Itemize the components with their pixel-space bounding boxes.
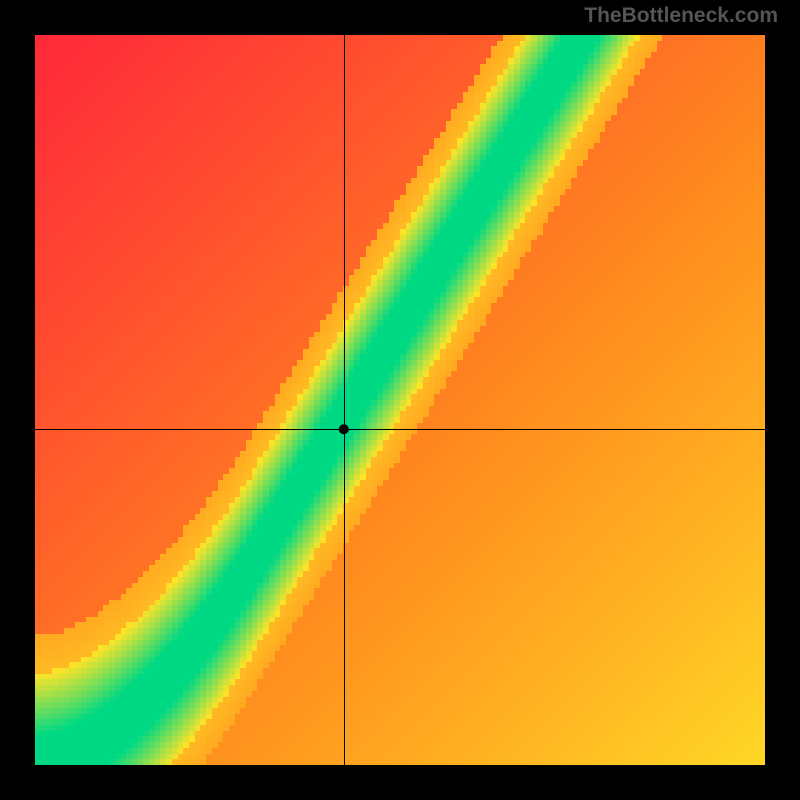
watermark-text: TheBottleneck.com <box>584 4 778 28</box>
bottleneck-heatmap <box>35 35 765 765</box>
heatmap-canvas <box>35 35 765 765</box>
